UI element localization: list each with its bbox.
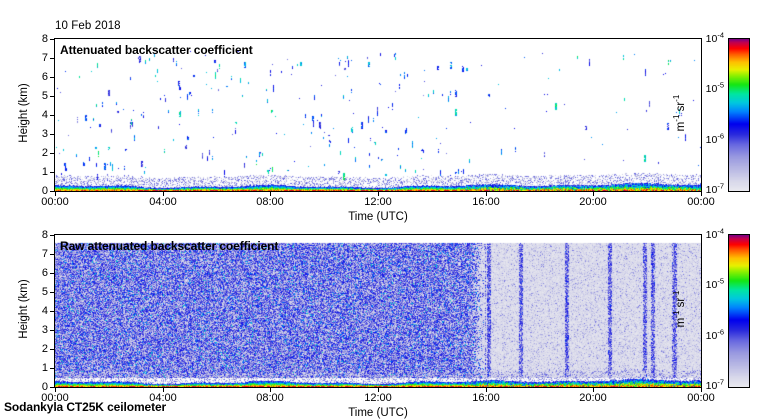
instrument-caption: Sodankyla CT25K ceilometer <box>4 400 167 414</box>
x-axis-title-panel-2: Time (UTC) <box>348 407 408 419</box>
x-tick-label: 04:00 <box>149 196 177 208</box>
x-tick <box>55 191 56 196</box>
x-tick-label: 04:00 <box>149 392 177 404</box>
y-tick-label: 3 <box>41 128 48 140</box>
y-tick-label: 1 <box>41 166 48 178</box>
y-tick <box>50 153 55 154</box>
x-tick-label: 16:00 <box>472 392 500 404</box>
heatmap-attenuated-backscatter <box>55 39 701 191</box>
colorbar-tick-label: 10-4 <box>705 226 724 241</box>
x-tick-label: 00:00 <box>687 392 715 404</box>
colorbar-tick-label: 10-6 <box>705 131 724 146</box>
colorbar-tick-label: 10-7 <box>705 377 724 392</box>
y-tick <box>50 39 55 40</box>
heatmap-raw-attenuated-backscatter <box>55 235 701 387</box>
x-tick <box>593 191 594 196</box>
y-tick-label: 1 <box>41 362 48 374</box>
date-label: 10 Feb 2018 <box>55 20 121 32</box>
colorbar-tick-label: 10-5 <box>705 80 724 95</box>
x-tick <box>701 191 702 196</box>
y-tick-label: 0 <box>41 185 48 197</box>
x-tick-label: 08:00 <box>256 196 284 208</box>
y-tick-label: 7 <box>41 248 48 260</box>
y-tick <box>50 134 55 135</box>
y-tick-label: 7 <box>41 52 48 64</box>
y-tick <box>50 235 55 236</box>
colorbar-title-panel-1: m-1 sr-1 <box>672 94 687 132</box>
x-tick-label: 12:00 <box>364 196 392 208</box>
y-tick <box>50 311 55 312</box>
colorbar-gradient-panel-1 <box>729 39 749 191</box>
x-tick-label: 20:00 <box>579 196 607 208</box>
colorbar-gradient-panel-2 <box>729 235 749 387</box>
y-tick <box>50 96 55 97</box>
x-tick <box>593 387 594 392</box>
x-tick <box>378 191 379 196</box>
y-tick <box>50 330 55 331</box>
plot-area-attenuated-backscatter <box>54 38 702 192</box>
colorbar-tick-label: 10-6 <box>705 327 724 342</box>
panel-title-raw-attenuated-backscatter: Raw attenuated backscatter coefficient <box>60 239 279 253</box>
y-tick-label: 8 <box>41 33 48 45</box>
colorbar-panel-2 <box>728 234 750 388</box>
x-tick <box>378 387 379 392</box>
y-tick-label: 4 <box>41 109 48 121</box>
y-tick <box>50 368 55 369</box>
x-tick-label: 16:00 <box>472 196 500 208</box>
y-tick-label: 6 <box>41 71 48 83</box>
x-tick <box>55 387 56 392</box>
x-tick <box>486 387 487 392</box>
x-tick <box>270 387 271 392</box>
y-tick <box>50 292 55 293</box>
x-tick <box>701 387 702 392</box>
y-tick <box>50 387 55 388</box>
y-tick <box>50 58 55 59</box>
y-axis-title-panel-1: Height (km) <box>18 83 30 143</box>
y-tick-label: 0 <box>41 381 48 393</box>
colorbar-tick-label: 10-5 <box>705 276 724 291</box>
x-tick-label: 20:00 <box>579 392 607 404</box>
y-tick <box>50 191 55 192</box>
y-tick-label: 6 <box>41 267 48 279</box>
y-tick <box>50 115 55 116</box>
x-tick-label: 00:00 <box>41 392 69 404</box>
y-tick <box>50 77 55 78</box>
y-tick-label: 2 <box>41 147 48 159</box>
y-tick <box>50 349 55 350</box>
y-tick-label: 2 <box>41 343 48 355</box>
plot-area-raw-attenuated-backscatter <box>54 234 702 388</box>
y-tick-label: 5 <box>41 286 48 298</box>
x-tick <box>486 191 487 196</box>
y-tick-label: 3 <box>41 324 48 336</box>
x-tick-label: 12:00 <box>364 392 392 404</box>
x-tick <box>163 191 164 196</box>
colorbar-panel-1 <box>728 38 750 192</box>
x-axis-title-panel-1: Time (UTC) <box>348 211 408 223</box>
y-tick <box>50 273 55 274</box>
colorbar-tick-label: 10-4 <box>705 30 724 45</box>
x-tick-label: 00:00 <box>687 196 715 208</box>
y-tick-label: 5 <box>41 90 48 102</box>
y-tick <box>50 172 55 173</box>
x-tick-label: 00:00 <box>41 196 69 208</box>
y-axis-title-panel-2: Height (km) <box>18 279 30 339</box>
y-tick-label: 8 <box>41 229 48 241</box>
x-tick <box>163 387 164 392</box>
y-tick-label: 4 <box>41 305 48 317</box>
panel-title-attenuated-backscatter: Attenuated backscatter coefficient <box>60 43 253 57</box>
colorbar-tick-label: 10-7 <box>705 181 724 196</box>
x-tick-label: 08:00 <box>256 392 284 404</box>
colorbar-title-panel-2: m-1 sr-1 <box>672 290 687 328</box>
x-tick <box>270 191 271 196</box>
y-tick <box>50 254 55 255</box>
